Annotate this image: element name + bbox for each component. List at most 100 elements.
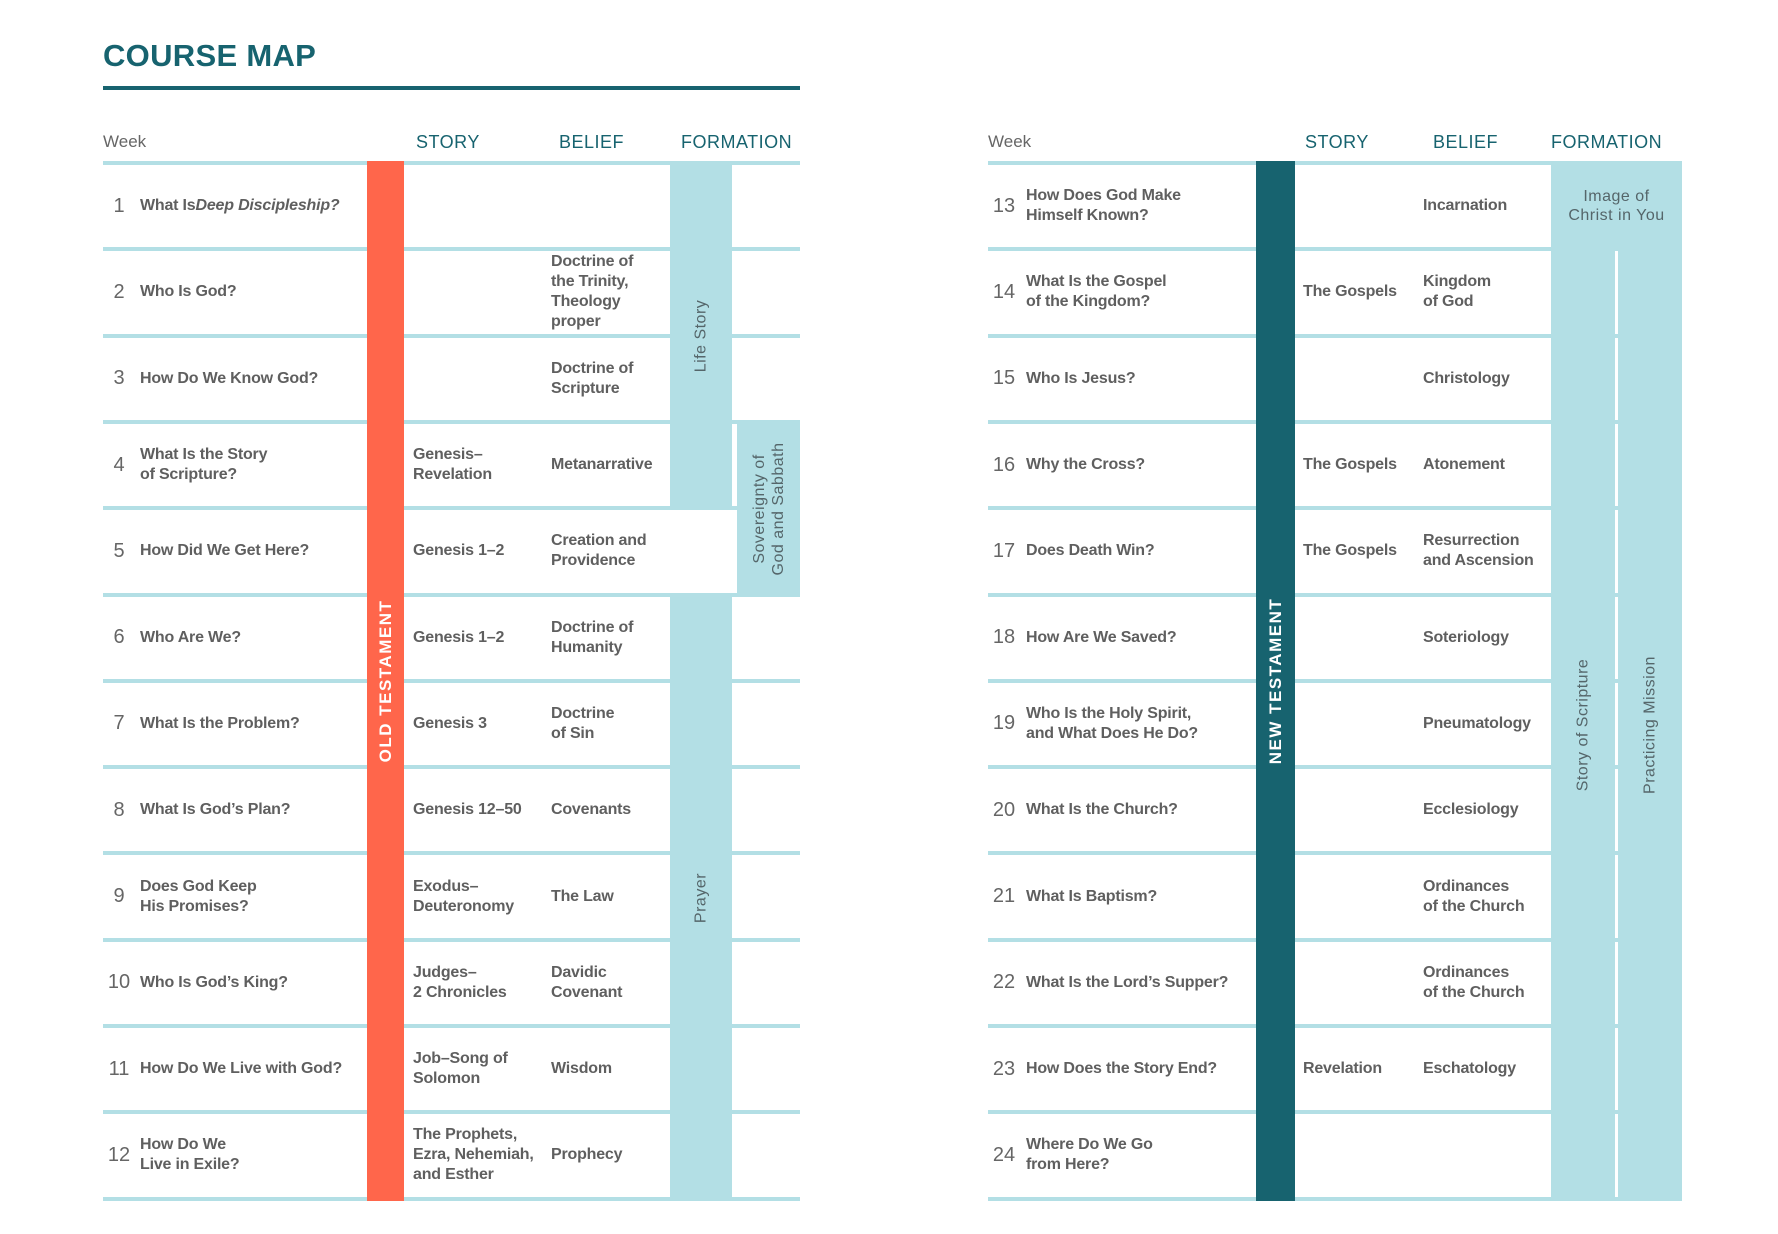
- week-number: 8: [113, 798, 125, 821]
- week-number: 3: [113, 367, 125, 390]
- belief-cell: The Law: [551, 887, 614, 905]
- row-divider: [103, 1196, 800, 1201]
- belief-cell: Incarnation: [1423, 197, 1508, 215]
- story-cell: Exodus– Deuteronomy: [413, 877, 514, 915]
- table-row: 9 Does God Keep His Promises? Exodus– Deuter…: [103, 120, 800, 1220]
- week-title: How Do We Live with God?: [140, 1060, 343, 1078]
- belief-cell: Atonement: [1423, 456, 1505, 474]
- row-divider: [988, 1196, 1682, 1201]
- row-divider: [103, 419, 800, 424]
- story-cell: Judges– 2 Chronicles: [413, 963, 507, 1001]
- story-cell: Revelation: [1303, 1060, 1382, 1078]
- table-row: 10 Who Is God’s King? Judges– 2 Chronicles D…: [103, 120, 800, 1220]
- table-row: 11 How Do We Live with God? Job–Song of Sol…: [103, 120, 800, 1220]
- formation-header: FORMATION: [681, 132, 793, 152]
- formation-label: Image of Christ in You: [1568, 188, 1665, 225]
- formation-block: Life Story: [670, 161, 732, 511]
- row-divider: [103, 937, 800, 942]
- belief-cell: Covenants: [551, 801, 631, 819]
- week-number: 16: [992, 453, 1016, 476]
- week-title: How Do We Know God?: [140, 369, 319, 387]
- story-cell: The Gospels: [1303, 542, 1397, 560]
- row-divider: [103, 161, 800, 165]
- table-row: 19 Who Is the Holy Spirit, and What Does H…: [988, 120, 1682, 1220]
- row-divider: [103, 1024, 800, 1028]
- week-title: Who Is God?: [140, 283, 237, 301]
- row-divider: [103, 678, 800, 683]
- week-number: 17: [992, 539, 1016, 562]
- week-number: 5: [113, 539, 125, 562]
- week-title: Does Death Win?: [1026, 542, 1155, 560]
- week-number: 12: [107, 1143, 131, 1166]
- story-cell: Genesis 12–50: [413, 801, 522, 819]
- table-row: 13 How Does God Make Himself Known? Incarna…: [988, 120, 1682, 1220]
- week-title: Why the Cross?: [1026, 456, 1145, 474]
- story-cell: Genesis 1–2: [413, 542, 505, 560]
- formation-block: Image of Christ in You: [1551, 161, 1682, 252]
- week-title: What Is the Lord’s Supper?: [1026, 973, 1229, 991]
- belief-cell: Creation and Providence: [551, 532, 647, 570]
- table-row: 21 What Is Baptism? Ordinances of the Churc…: [988, 120, 1682, 1220]
- belief-cell: Ordinances of the Church: [1423, 877, 1525, 915]
- formation-block: Practicing Mission: [1618, 249, 1682, 1201]
- story-cell: The Prophets, Ezra, Nehemiah, and Esther: [413, 1126, 534, 1184]
- belief-cell: Davidic Covenant: [551, 963, 623, 1001]
- week-number: 21: [992, 885, 1016, 908]
- belief-cell: Doctrine of Humanity: [551, 618, 634, 656]
- table-row: 24 Where Do We Go from Here?: [988, 120, 1682, 1220]
- week-title: What Is the Gospel of the Kingdom?: [1026, 273, 1167, 311]
- table-row: 23 How Does the Story End? Revelation Escha…: [988, 120, 1682, 1220]
- story-header: STORY: [416, 132, 480, 152]
- row-divider: [988, 1110, 1682, 1115]
- belief-cell: Doctrine of Scripture: [551, 359, 634, 397]
- table-row: 20 What Is the Church? Ecclesiology: [988, 120, 1682, 1220]
- row-divider: [988, 937, 1682, 942]
- week-title: What Is Deep Discipleship?: [140, 197, 340, 215]
- week-title: Where Do We Go from Here?: [1026, 1136, 1153, 1174]
- belief-cell: Resurrection and Ascension: [1423, 532, 1534, 570]
- week-title: Who Are We?: [140, 628, 241, 646]
- row-divider: [103, 592, 800, 597]
- week-number: 2: [113, 280, 125, 303]
- table-row: 1 What Is Deep Discipleship?: [103, 120, 800, 1220]
- page-title: COURSE MAP: [103, 38, 317, 73]
- week-number: 14: [992, 280, 1016, 303]
- formation-block: Sovereignty of God and Sabbath: [737, 421, 800, 597]
- table-row: 17 Does Death Win? The Gospels Resurrection…: [988, 120, 1682, 1220]
- formation-label: Prayer: [692, 872, 710, 923]
- belief-cell: Doctrine of Sin: [551, 704, 615, 742]
- table-row: 2 Who Is God? Doctrine of the Trinity, Theol…: [103, 120, 800, 1220]
- table-row: 14 What Is the Gospel of the Kingdom? The G…: [988, 120, 1682, 1220]
- row-divider: [103, 247, 800, 252]
- row-divider: [988, 765, 1682, 770]
- table-row: 3 How Do We Know God? Doctrine of Scripture: [103, 120, 800, 1220]
- belief-cell: Christology: [1423, 369, 1510, 387]
- table-row: 6 Who Are We? Genesis 1–2 Doctrine of Humani…: [103, 120, 800, 1220]
- belief-cell: Doctrine of the Trinity, Theology proper: [551, 253, 634, 331]
- week-title: Who Is God’s King?: [140, 973, 288, 991]
- row-divider: [988, 333, 1682, 338]
- week-title: How Does God Make Himself Known?: [1026, 187, 1181, 225]
- testament-label: NEW TESTAMENT: [1265, 597, 1285, 765]
- formation-label: Sovereignty of God and Sabbath: [750, 442, 787, 576]
- week-number: 18: [992, 626, 1016, 649]
- formation-label: Practicing Mission: [1641, 655, 1659, 794]
- week-title: How Does the Story End?: [1026, 1060, 1217, 1078]
- week-title: Does God Keep His Promises?: [140, 877, 257, 915]
- row-divider: [988, 506, 1682, 511]
- table-row: 18 How Are We Saved? Soteriology: [988, 120, 1682, 1220]
- story-cell: Genesis 1–2: [413, 628, 505, 646]
- belief-cell: Pneumatology: [1423, 714, 1531, 732]
- row-divider: [103, 506, 800, 511]
- row-divider: [103, 1110, 800, 1115]
- story-cell: Genesis 3: [413, 714, 487, 732]
- belief-cell: Eschatology: [1423, 1060, 1516, 1078]
- table-row: 15 Who Is Jesus? Christology: [988, 120, 1682, 1220]
- row-divider: [988, 851, 1682, 856]
- row-divider: [988, 161, 1682, 165]
- belief-cell: Prophecy: [551, 1146, 623, 1164]
- week-title: What Is the Story of Scripture?: [140, 446, 268, 484]
- row-divider: [988, 678, 1682, 683]
- belief-cell: Metanarrative: [551, 456, 653, 474]
- row-divider: [103, 765, 800, 770]
